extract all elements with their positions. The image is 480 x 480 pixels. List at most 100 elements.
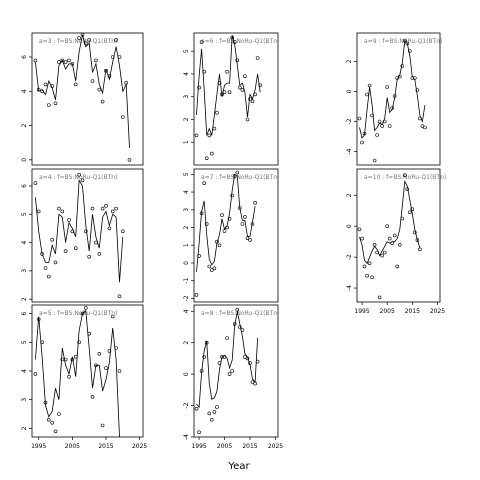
data-point bbox=[245, 236, 250, 240]
data-point bbox=[382, 250, 387, 255]
data-point bbox=[365, 273, 369, 278]
data-point bbox=[395, 264, 400, 269]
panels: a=3 : f=BS:NoRu-Q1(BTn) 0 2 4 6 a=6 : f=BS:No… bbox=[21, 32, 446, 450]
data-point bbox=[107, 74, 112, 78]
data-point bbox=[50, 237, 55, 242]
y-tick-label: -4 bbox=[346, 285, 353, 291]
data-point bbox=[94, 240, 98, 245]
data-point bbox=[202, 69, 206, 74]
data-point bbox=[104, 366, 108, 370]
data-point bbox=[107, 226, 112, 231]
panel-frame bbox=[193, 32, 279, 166]
data-point bbox=[67, 218, 71, 222]
data-point bbox=[225, 69, 229, 74]
data-point bbox=[392, 233, 397, 238]
y-tick-label: -2 bbox=[183, 402, 190, 408]
data-point bbox=[377, 119, 382, 124]
data-point bbox=[253, 200, 257, 205]
data-point bbox=[204, 222, 209, 226]
data-point bbox=[84, 229, 88, 234]
data-point bbox=[253, 381, 257, 386]
data-point bbox=[121, 115, 125, 119]
data-point bbox=[40, 89, 44, 94]
data-point bbox=[397, 243, 402, 247]
y-tick-label: 2 bbox=[183, 117, 190, 121]
data-point bbox=[46, 103, 51, 107]
panel-frame bbox=[31, 168, 144, 303]
x-tick-label: 1995 bbox=[191, 443, 206, 450]
data-point bbox=[367, 83, 372, 88]
data-point bbox=[197, 430, 201, 435]
y-tick-label: 3 bbox=[183, 208, 190, 212]
data-point bbox=[110, 314, 115, 319]
x-tick-label: 1995 bbox=[31, 443, 46, 450]
data-point bbox=[117, 369, 122, 373]
data-point bbox=[104, 204, 108, 208]
data-point bbox=[194, 406, 199, 411]
data-point bbox=[365, 92, 369, 97]
y-tick-label: 0 bbox=[183, 261, 190, 265]
y-tick-label: 4 bbox=[21, 369, 28, 373]
data-point bbox=[117, 55, 122, 59]
data-point bbox=[210, 417, 214, 422]
data-point bbox=[380, 253, 385, 258]
data-point bbox=[199, 40, 204, 44]
data-point bbox=[248, 361, 252, 365]
data-point bbox=[227, 90, 232, 94]
y-tick-label: 3 bbox=[21, 269, 28, 273]
data-point bbox=[357, 227, 362, 232]
series-line bbox=[359, 180, 421, 265]
data-point bbox=[215, 239, 219, 244]
data-point bbox=[207, 133, 212, 138]
x-tick-label: 2015 bbox=[98, 443, 113, 450]
data-point bbox=[77, 340, 81, 345]
y-tick-label: 6 bbox=[21, 184, 28, 188]
data-point bbox=[207, 264, 212, 269]
data-point bbox=[84, 306, 88, 310]
data-point bbox=[377, 295, 382, 300]
y-tick-label: 0 bbox=[183, 372, 190, 376]
data-point bbox=[423, 125, 427, 130]
y-tick-label: 1 bbox=[183, 243, 190, 247]
y-tick-label: 6 bbox=[21, 55, 28, 59]
series-line bbox=[359, 39, 426, 139]
data-point bbox=[100, 423, 105, 428]
data-point bbox=[232, 40, 237, 44]
data-point bbox=[70, 229, 75, 234]
data-point bbox=[127, 158, 132, 162]
y-tick-label: 1 bbox=[183, 140, 190, 144]
data-point bbox=[235, 307, 240, 312]
data-point bbox=[235, 170, 240, 175]
y-tick-label: 5 bbox=[183, 172, 190, 176]
data-point bbox=[240, 88, 245, 92]
y-tick-label: 4 bbox=[183, 190, 190, 194]
x-tick-label: 2005 bbox=[380, 308, 395, 315]
data-point bbox=[80, 32, 85, 37]
data-point bbox=[53, 429, 58, 434]
panel-label: a=6 : f=BS:NoRu-Q1(BTn) bbox=[201, 38, 279, 45]
data-point bbox=[253, 92, 257, 97]
data-point bbox=[117, 294, 122, 299]
y-tick-label: -2 bbox=[346, 118, 353, 124]
data-point bbox=[222, 229, 227, 233]
data-point bbox=[43, 266, 48, 270]
data-point bbox=[415, 88, 420, 92]
data-point bbox=[217, 361, 222, 365]
data-point bbox=[222, 355, 227, 359]
series-line bbox=[196, 35, 261, 136]
data-point bbox=[250, 380, 255, 384]
panel-label: a=5 : f=BS:NoRu-Q1(BTn) bbox=[39, 310, 117, 317]
panel-6: a=10 : f=BS:NoRu-Q1(BTn) -4 -2 0 2 1995 2005 20… bbox=[346, 168, 446, 315]
data-point bbox=[220, 355, 224, 359]
data-point bbox=[402, 38, 407, 43]
data-point bbox=[220, 92, 224, 97]
data-point bbox=[240, 328, 245, 332]
data-point bbox=[390, 241, 395, 245]
series-line bbox=[35, 309, 120, 438]
data-point bbox=[104, 68, 108, 73]
data-point bbox=[230, 193, 234, 198]
data-point bbox=[375, 133, 379, 137]
data-point bbox=[67, 374, 71, 379]
y-tick-label: 2 bbox=[183, 341, 190, 345]
